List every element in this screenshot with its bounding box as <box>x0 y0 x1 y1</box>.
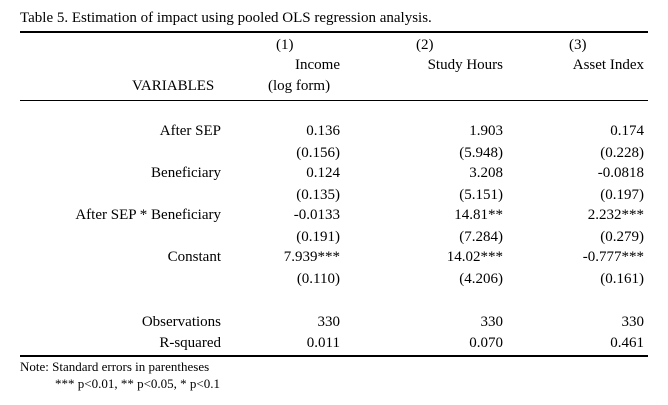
table-cell: 330 <box>480 314 504 330</box>
table-cell: 1.903 <box>469 123 503 139</box>
table-title: Table 5. Estimation of impact using pool… <box>20 10 432 26</box>
table-cell: 0.461 <box>610 335 644 351</box>
table-cell: 14.81** <box>454 207 503 223</box>
table-cell: 2.232*** <box>587 207 644 223</box>
table-cell: (0.228) <box>600 145 644 161</box>
table-cell: 14.02*** <box>446 249 503 265</box>
top-rule <box>20 31 648 33</box>
table-cell: (0.156) <box>296 145 340 161</box>
col-number-2: (2) <box>416 37 434 53</box>
col-header-income: Income <box>295 57 340 73</box>
row-label: R-squared <box>159 335 221 351</box>
col-number-3: (3) <box>569 37 587 53</box>
table-cell: -0.0133 <box>293 207 340 223</box>
table-cell: (0.161) <box>600 271 644 287</box>
col-header-asset-index: Asset Index <box>572 57 644 73</box>
table-cell: -0.0818 <box>597 165 644 181</box>
col-subheader-log-form: (log form) <box>268 78 331 94</box>
table-cell: 0.011 <box>306 335 340 351</box>
significance-note: *** p<0.01, ** p<0.05, * p<0.1 <box>55 376 220 391</box>
table-cell: 7.939*** <box>283 249 340 265</box>
row-label: Beneficiary <box>151 165 221 181</box>
col-number-1: (1) <box>276 37 294 53</box>
table-cell: 0.070 <box>469 335 503 351</box>
table-cell: 0.174 <box>610 123 644 139</box>
table-cell: 330 <box>621 314 645 330</box>
table-cell: 0.136 <box>306 123 340 139</box>
bottom-rule <box>20 355 648 357</box>
table-cell: (0.197) <box>600 187 644 203</box>
table-note: Note: Standard errors in parentheses <box>20 359 210 374</box>
table-cell: (5.948) <box>459 145 503 161</box>
table-cell: (0.279) <box>600 229 644 245</box>
table-cell: (0.191) <box>296 229 340 245</box>
row-label: Constant <box>167 249 221 265</box>
col-header-study-hours: Study Hours <box>427 57 503 73</box>
row-label: After SEP * Beneficiary <box>75 207 221 223</box>
table-cell: (0.110) <box>296 271 340 287</box>
table-cell: 330 <box>317 314 341 330</box>
table-cell: (4.206) <box>459 271 503 287</box>
row-label: After SEP <box>159 123 221 139</box>
table-cell: -0.777*** <box>582 249 644 265</box>
table-cell: (5.151) <box>459 187 503 203</box>
table-cell: (7.284) <box>459 229 503 245</box>
table-cell: 0.124 <box>306 165 340 181</box>
table-cell: 3.208 <box>469 165 503 181</box>
table-cell: (0.135) <box>296 187 340 203</box>
variables-label: VARIABLES <box>132 78 215 94</box>
header-rule <box>20 100 648 101</box>
row-label: Observations <box>141 314 221 330</box>
